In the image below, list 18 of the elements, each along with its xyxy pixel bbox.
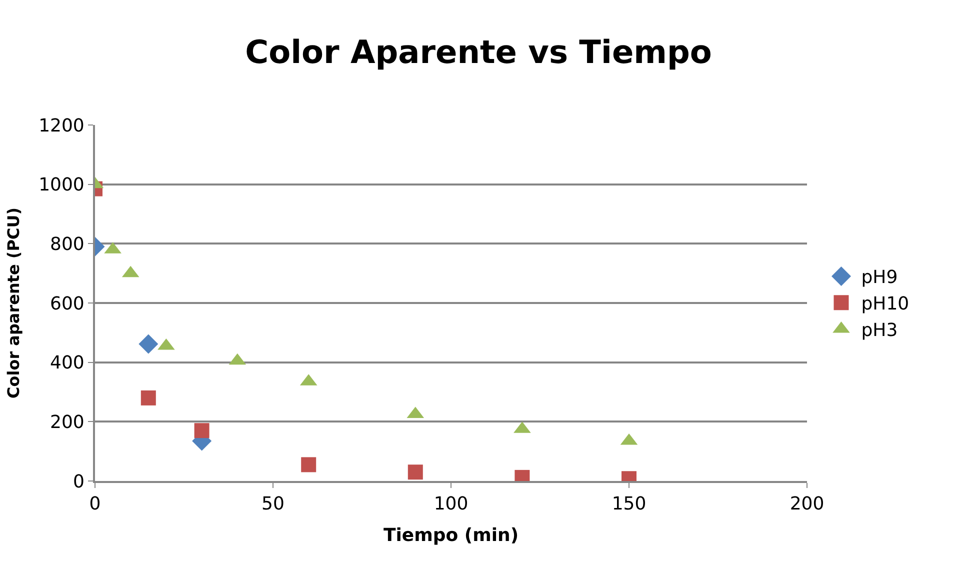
x-tick-label: 200 xyxy=(790,494,824,515)
legend-label: pH9 xyxy=(861,267,898,288)
x-tick-label: 150 xyxy=(612,494,646,515)
chart-title: Color Aparente vs Tiempo xyxy=(245,33,712,72)
legend-label: pH10 xyxy=(861,294,910,315)
y-axis-title: Color aparente (PCU) xyxy=(4,207,23,399)
x-tick-label: 50 xyxy=(262,494,284,515)
y-tick-label: 1200 xyxy=(38,115,84,136)
y-tick-label: 1000 xyxy=(38,174,84,196)
x-tick-label: 0 xyxy=(89,494,101,515)
x-axis-title: Tiempo (min) xyxy=(383,525,519,546)
y-tick-label: 0 xyxy=(72,471,84,492)
y-tick-label: 400 xyxy=(50,352,84,374)
x-tick-label: 100 xyxy=(434,494,468,515)
y-tick-label: 800 xyxy=(50,234,84,255)
legend-label: pH3 xyxy=(861,320,898,342)
y-tick-label: 600 xyxy=(50,293,84,314)
y-tick-label: 200 xyxy=(50,412,84,433)
